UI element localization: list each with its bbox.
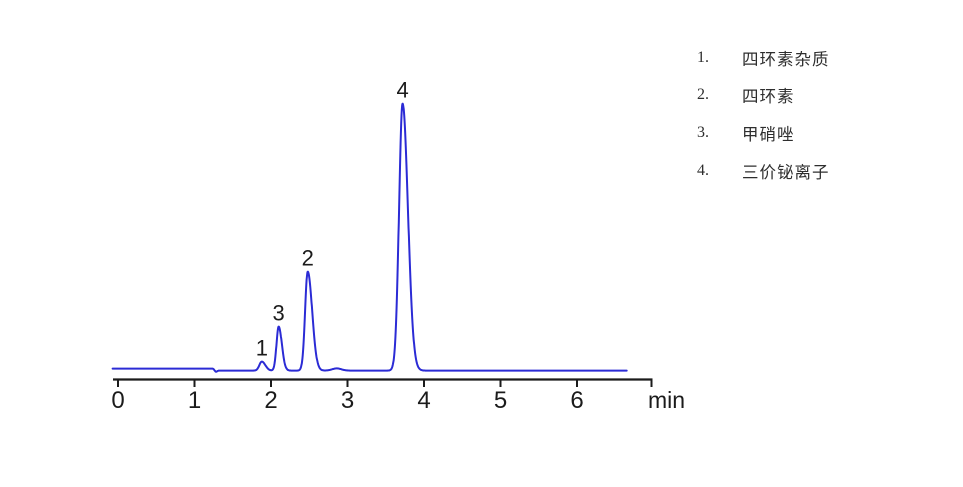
peak-legend: 1. 四环素杂质 2. 四环素 3. 甲硝唑 4. 三价铋离子	[697, 39, 830, 189]
peak-label-3: 3	[273, 301, 285, 326]
x-axis-tick-label: 3	[341, 387, 354, 414]
peak-labels: 13 2 4	[256, 78, 409, 361]
legend-item-3: 3. 甲硝唑	[697, 114, 830, 152]
x-axis-tick-label: 4	[417, 387, 430, 414]
peak-label-4: 4	[396, 78, 408, 103]
x-axis-tick-label: 0	[111, 387, 124, 414]
x-axis-ticks	[117, 380, 653, 387]
chromatogram-trace	[111, 102, 628, 373]
peak-label-1: 1	[256, 336, 268, 361]
x-axis-tick-label: 1	[188, 387, 201, 414]
legend-number: 1.	[697, 48, 709, 66]
legend-label: 四环素杂质	[742, 49, 830, 69]
x-axis-tick-label: 2	[264, 387, 277, 414]
legend-item-2: 2. 四环素	[697, 77, 830, 115]
legend-number: 3.	[697, 123, 709, 141]
legend-label: 甲硝唑	[742, 124, 795, 144]
legend-number: 2.	[697, 86, 709, 104]
x-axis-tick-label: 6	[570, 387, 583, 414]
legend-label: 三价铋离子	[742, 162, 830, 182]
x-axis-tick-label: 5	[494, 387, 507, 414]
x-axis-unit-label: min	[648, 387, 685, 413]
peak-label-2: 2	[302, 246, 314, 271]
legend-item-4: 4. 三价铋离子	[697, 152, 830, 190]
legend-label: 四环素	[742, 87, 795, 107]
legend-number: 4.	[697, 161, 709, 179]
x-axis-tick-labels: 0 1 2 3 4 5 6	[111, 387, 583, 414]
legend-item-1: 1. 四环素杂质	[697, 39, 830, 77]
